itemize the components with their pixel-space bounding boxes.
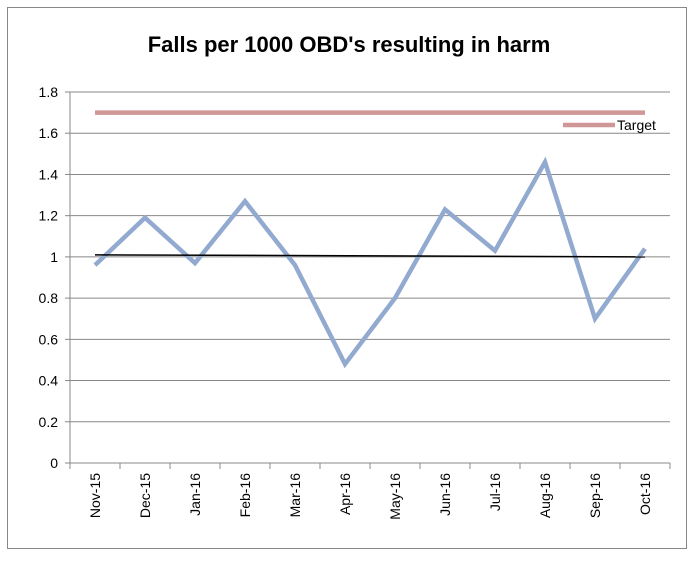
x-tick-label: Jul-16 — [487, 473, 503, 511]
x-tick-label: Jun-16 — [437, 473, 453, 516]
chart-border — [7, 7, 687, 549]
x-tick-label: Nov-15 — [87, 473, 103, 518]
legend-label: Target — [617, 117, 656, 133]
y-tick-label: 1.8 — [39, 84, 59, 100]
y-tick-label: 0.2 — [39, 414, 59, 430]
x-tick-label: May-16 — [387, 473, 403, 520]
x-tick-label: Sep-16 — [587, 473, 603, 518]
y-tick-label: 0.4 — [39, 373, 59, 389]
y-tick-label: 1.4 — [39, 166, 59, 182]
y-tick-label: 1 — [50, 249, 58, 265]
x-tick-label: Jan-16 — [187, 473, 203, 516]
y-tick-label: 1.2 — [39, 208, 59, 224]
chart-title: Falls per 1000 OBD's resulting in harm — [148, 32, 551, 57]
y-tick-label: 0 — [50, 455, 58, 471]
x-tick-label: Mar-16 — [287, 473, 303, 518]
x-tick-label: Feb-16 — [237, 473, 253, 518]
x-tick-label: Apr-16 — [337, 473, 353, 515]
x-tick-label: Dec-15 — [137, 473, 153, 518]
x-tick-label: Aug-16 — [537, 473, 553, 518]
y-tick-label: 0.8 — [39, 290, 59, 306]
x-tick-label: Oct-16 — [637, 473, 653, 515]
y-tick-label: 0.6 — [39, 331, 59, 347]
trendline — [94, 254, 646, 258]
y-tick-label: 1.6 — [39, 125, 59, 141]
